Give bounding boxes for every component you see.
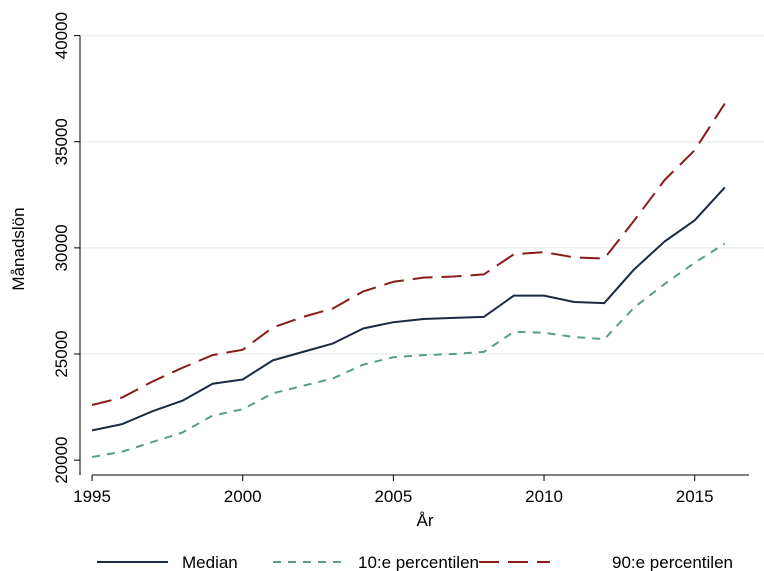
series-line-3: [91, 102, 726, 406]
x-tick-label-2010: 2010: [525, 487, 563, 506]
grid-layer: [80, 35, 764, 355]
y-tick-label-20000: 20000: [52, 437, 71, 484]
x-axis-title: År: [417, 511, 434, 530]
label-layer: År Månadslön: [9, 207, 434, 530]
axis-layer: 20000 25000 30000 35000 40000 1995 2000 2005 201…: [52, 12, 749, 506]
y-tick-label-40000: 40000: [52, 12, 71, 59]
y-tick-label-30000: 30000: [52, 224, 71, 271]
series-line-2: [91, 242, 726, 458]
x-tick-label-2000: 2000: [224, 487, 262, 506]
y-axis-title: Månadslön: [9, 207, 28, 290]
series-line-1: [91, 186, 726, 432]
legend-label-1: Median: [182, 553, 238, 571]
y-tick-label-35000: 35000: [52, 118, 71, 165]
series-layer: [91, 102, 726, 458]
y-tick-label-25000: 25000: [52, 330, 71, 377]
legend-label-2: 10:e percentilen: [358, 553, 479, 571]
x-tick-label-2015: 2015: [676, 487, 714, 506]
legend-label-3: 90:e percentilen: [612, 553, 733, 571]
x-tick-label-1995: 1995: [73, 487, 111, 506]
x-tick-label-2005: 2005: [374, 487, 412, 506]
legend: Median 10:e percentilen 90:e percentilen: [97, 553, 733, 571]
